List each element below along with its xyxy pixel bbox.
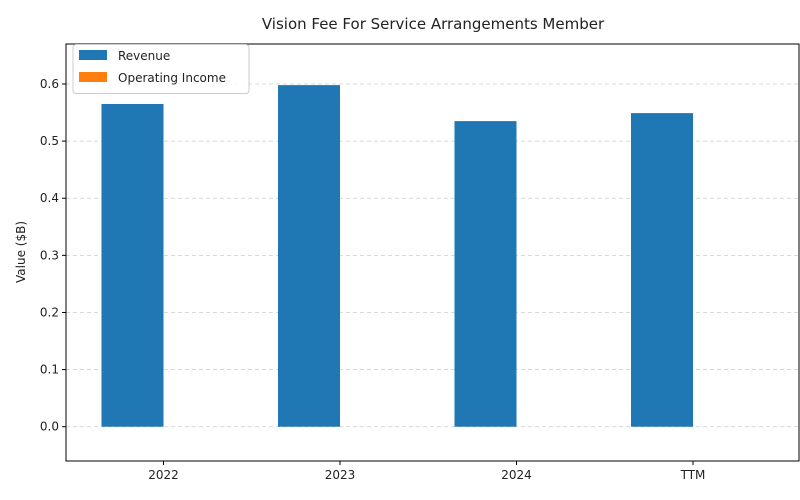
legend: Revenue Operating Income xyxy=(72,44,250,94)
bars xyxy=(101,85,693,427)
bar-revenue-2023 xyxy=(278,85,340,427)
y-axis: 0.0 0.1 0.2 0.3 0.4 0.5 0.6 xyxy=(40,77,66,434)
y-tick-label: 0.6 xyxy=(40,77,59,91)
x-axis: 2022 2023 2024 TTM xyxy=(148,461,705,482)
x-tick-label: 2024 xyxy=(501,468,532,482)
y-tick-label: 0.0 xyxy=(40,420,59,434)
y-tick-label: 0.1 xyxy=(40,363,59,377)
y-axis-label: Value ($B) xyxy=(14,221,28,283)
bar-revenue-2024 xyxy=(454,121,517,427)
bar-revenue-2022 xyxy=(101,103,164,427)
y-tick-label: 0.2 xyxy=(40,305,59,319)
legend-swatch xyxy=(79,50,107,60)
y-tick-label: 0.3 xyxy=(40,248,59,262)
chart-title: Vision Fee For Service Arrangements Memb… xyxy=(262,15,605,33)
x-tick-label: TTM xyxy=(680,468,706,482)
bar-revenue-ttm xyxy=(631,113,693,427)
legend-box xyxy=(72,44,250,94)
x-tick-label: 2023 xyxy=(325,468,356,482)
plot-frame xyxy=(65,43,800,462)
legend-label: Revenue xyxy=(118,49,170,63)
legend-label: Operating Income xyxy=(118,71,226,85)
legend-swatch xyxy=(79,72,107,82)
x-tick-label: 2022 xyxy=(148,468,179,482)
y-tick-label: 0.4 xyxy=(40,191,59,205)
y-tick-label: 0.5 xyxy=(40,134,59,148)
